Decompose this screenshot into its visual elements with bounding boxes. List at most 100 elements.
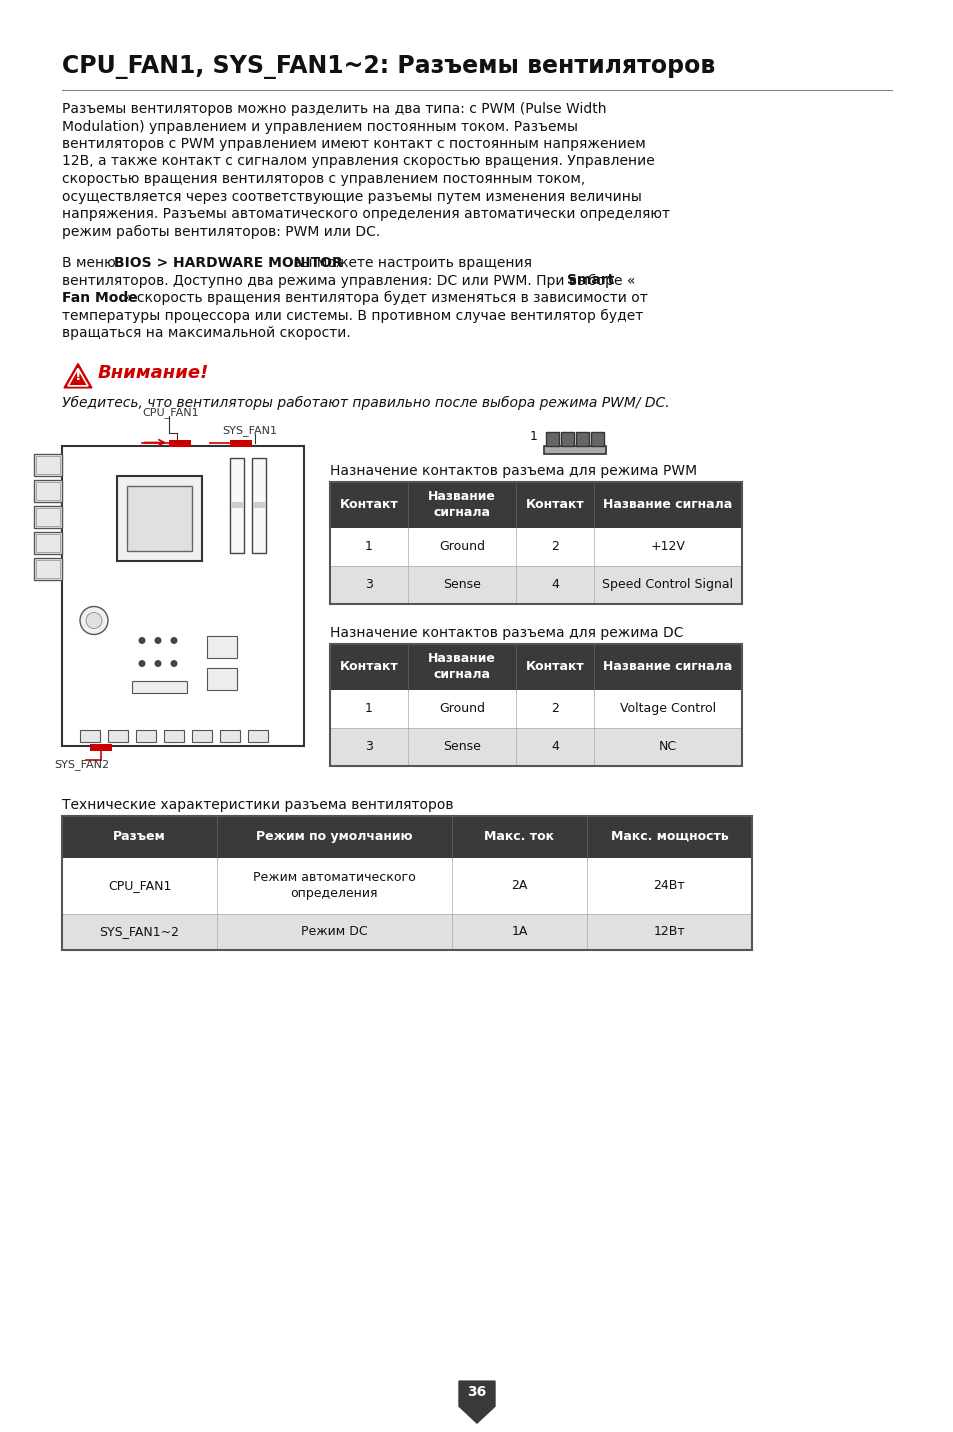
Bar: [516, 689, 594, 727]
Bar: [516, 481, 594, 527]
Text: Sense: Sense: [442, 740, 480, 753]
Bar: [545, 431, 558, 445]
Text: 2: 2: [551, 702, 558, 715]
Bar: [516, 643, 594, 689]
Text: скоростью вращения вентиляторов с управлением постоянным током,: скоростью вращения вентиляторов с управл…: [62, 172, 584, 186]
Text: Название сигнала: Название сигнала: [602, 660, 732, 673]
Bar: [408, 527, 516, 566]
Text: 1: 1: [365, 702, 373, 715]
Text: Speed Control Signal: Speed Control Signal: [601, 579, 733, 591]
Text: 24Вт: 24Вт: [653, 879, 684, 892]
Circle shape: [171, 660, 177, 667]
Text: Внимание!: Внимание!: [98, 365, 209, 382]
Text: Макс. ток: Макс. ток: [484, 831, 554, 843]
Bar: [136, 729, 156, 742]
Text: 36: 36: [467, 1385, 486, 1399]
Circle shape: [171, 637, 177, 644]
Bar: [62, 914, 216, 949]
Text: 4: 4: [551, 740, 558, 753]
Text: !: !: [74, 369, 81, 384]
Circle shape: [86, 613, 102, 629]
Bar: [594, 481, 741, 527]
Polygon shape: [68, 368, 88, 385]
Bar: [34, 557, 62, 580]
Bar: [252, 457, 266, 553]
Bar: [594, 566, 741, 603]
Bar: [330, 481, 408, 527]
Text: SYS_FAN2: SYS_FAN2: [54, 759, 109, 770]
Bar: [408, 643, 516, 689]
Text: Название
сигнала: Название сигнала: [428, 490, 496, 518]
Text: Технические характеристики разъема вентиляторов: Технические характеристики разъема венти…: [62, 798, 453, 812]
Text: вращаться на максимальной скорости.: вращаться на максимальной скорости.: [62, 326, 351, 339]
Bar: [36, 507, 60, 526]
Text: 12В, а также контакт с сигналом управления скоростью вращения. Управление: 12В, а также контакт с сигналом управлен…: [62, 155, 654, 169]
Text: вентиляторов с PWM управлением имеют контакт с постоянным напряжением: вентиляторов с PWM управлением имеют кон…: [62, 137, 645, 150]
Text: Fan Mode: Fan Mode: [62, 291, 137, 305]
Bar: [590, 431, 603, 445]
Circle shape: [154, 660, 161, 667]
Bar: [594, 527, 741, 566]
Bar: [169, 440, 191, 447]
Text: 4: 4: [551, 579, 558, 591]
Text: Назначение контактов разъема для режима DC: Назначение контактов разъема для режима …: [330, 626, 682, 640]
Text: NC: NC: [659, 740, 677, 753]
Bar: [34, 531, 62, 554]
Bar: [576, 431, 588, 445]
Text: BIOS > HARDWARE MONITOR: BIOS > HARDWARE MONITOR: [113, 256, 342, 271]
Text: Название сигнала: Название сигнала: [602, 498, 732, 511]
Text: Название
сигнала: Название сигнала: [428, 652, 496, 682]
Bar: [192, 729, 212, 742]
Circle shape: [138, 637, 146, 644]
Text: Убедитесь, что вентиляторы работают правильно после выбора режима PWM/ DC.: Убедитесь, что вентиляторы работают прав…: [62, 395, 669, 410]
Bar: [164, 729, 184, 742]
Text: Назначение контактов разъема для режима PWM: Назначение контактов разъема для режима …: [330, 464, 697, 477]
Bar: [408, 689, 516, 727]
Text: осуществляется через соответствующие разъемы путем изменения величины: осуществляется через соответствующие раз…: [62, 189, 641, 203]
Text: Sense: Sense: [442, 579, 480, 591]
Bar: [62, 815, 216, 858]
Text: Контакт: Контакт: [525, 660, 584, 673]
Circle shape: [80, 607, 108, 634]
Bar: [108, 729, 128, 742]
Bar: [253, 501, 265, 507]
Bar: [330, 727, 408, 766]
Bar: [516, 527, 594, 566]
Text: вентиляторов. Доступно два режима управления: DC или PWM. При выборе «: вентиляторов. Доступно два режима управл…: [62, 274, 635, 288]
Text: Ground: Ground: [438, 540, 484, 553]
Text: Режим автоматического
определения: Режим автоматического определения: [253, 871, 416, 901]
Bar: [330, 643, 741, 766]
Bar: [80, 729, 100, 742]
Text: SYS_FAN1~2: SYS_FAN1~2: [99, 925, 179, 938]
Text: » скорость вращения вентилятора будет изменяться в зависимости от: » скорость вращения вентилятора будет из…: [124, 291, 647, 305]
Text: напряжения. Разъемы автоматического определения автоматически определяют: напряжения. Разъемы автоматического опре…: [62, 208, 669, 221]
Bar: [594, 727, 741, 766]
Bar: [207, 636, 236, 657]
Text: Режим по умолчанию: Режим по умолчанию: [256, 831, 413, 843]
Text: 2A: 2A: [511, 879, 527, 892]
Bar: [34, 480, 62, 501]
Text: 3: 3: [365, 579, 373, 591]
Text: 12Вт: 12Вт: [653, 925, 684, 938]
Bar: [330, 481, 741, 603]
Bar: [330, 689, 408, 727]
Polygon shape: [64, 364, 91, 388]
Bar: [594, 689, 741, 727]
Bar: [36, 455, 60, 474]
Text: Разъем: Разъем: [113, 831, 166, 843]
Bar: [516, 727, 594, 766]
Circle shape: [154, 637, 161, 644]
Text: режим работы вентиляторов: PWM или DC.: режим работы вентиляторов: PWM или DC.: [62, 225, 380, 239]
Text: В меню: В меню: [62, 256, 120, 271]
Bar: [62, 445, 304, 746]
Text: Контакт: Контакт: [339, 498, 398, 511]
Bar: [594, 643, 741, 689]
Circle shape: [138, 660, 146, 667]
Bar: [62, 858, 216, 914]
Bar: [230, 440, 252, 447]
Bar: [117, 475, 202, 560]
Text: 2: 2: [551, 540, 558, 553]
Text: температуры процессора или системы. В противном случае вентилятор будет: температуры процессора или системы. В пр…: [62, 308, 642, 322]
Text: 1A: 1A: [511, 925, 527, 938]
Bar: [127, 485, 192, 550]
